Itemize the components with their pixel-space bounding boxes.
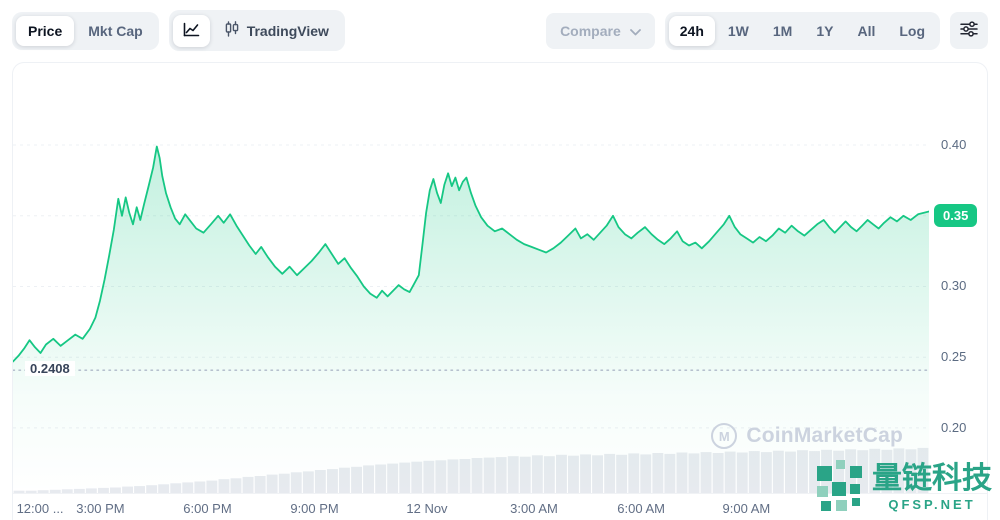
qr-watermark-icon	[817, 459, 863, 516]
y-axis-label: 0.25	[941, 349, 967, 365]
y-axis-label: 0.20	[941, 419, 967, 435]
candlestick-icon	[224, 21, 240, 40]
chart-toolbar: Price Mkt Cap TradingView	[0, 0, 1000, 57]
range-1m-button[interactable]: 1M	[762, 16, 803, 46]
price-chart-plot[interactable]: M CoinMarketCap 0.2408	[13, 63, 929, 493]
chart-settings-button[interactable]	[950, 12, 988, 49]
mktcap-tab[interactable]: Mkt Cap	[76, 16, 154, 46]
tradingview-chart-button[interactable]: TradingView	[212, 14, 341, 47]
x-axis-label: 6:00 AM	[617, 501, 665, 516]
chart-type-switch: TradingView	[168, 10, 345, 51]
sliders-icon	[960, 21, 978, 40]
x-axis-label: 9:00 PM	[290, 501, 339, 516]
brand-name: 量链科技	[872, 462, 992, 496]
x-axis-label: 12 Nov	[406, 501, 448, 516]
line-chart-type-button[interactable]	[172, 14, 210, 47]
chart-row: M CoinMarketCap 0.2408 0.40 0.35 0.30 0.25 0…	[13, 63, 987, 493]
y-axis: 0.400.350.300.250.200.35	[929, 63, 987, 493]
range-1y-button[interactable]: 1Y	[805, 16, 844, 46]
chevron-down-icon	[629, 23, 641, 39]
price-chart-card: M CoinMarketCap 0.2408 0.40 0.35 0.30 0.25 0…	[12, 62, 988, 520]
x-axis: 12:00 ... 3:00 PM 6:00 PM 9:00 PM 12 Nov 3:00…	[13, 493, 987, 520]
tradingview-label: TradingView	[246, 22, 329, 39]
x-axis-label: 3:00 PM	[76, 501, 125, 516]
time-range-switch: 24h 1W 1M 1Y All Log	[664, 11, 940, 50]
compare-button[interactable]: Compare	[546, 12, 655, 49]
price-tab[interactable]: Price	[16, 15, 75, 46]
mktcap-tab-label: Mkt Cap	[88, 22, 143, 39]
brand-watermark: 量链科技 QFSP.NET	[817, 459, 992, 516]
range-all-button[interactable]: All	[846, 16, 886, 46]
range-24h-button[interactable]: 24h	[668, 15, 715, 46]
current-price-badge: 0.35	[934, 203, 978, 228]
price-area-chart[interactable]	[13, 63, 929, 493]
price-mktcap-switch: Price Mkt Cap	[12, 11, 159, 50]
x-axis-label: 3:00 AM	[510, 501, 558, 516]
line-chart-icon	[183, 22, 200, 40]
brand-site: QFSP.NET	[888, 496, 976, 512]
low-price-label: 0.2408	[25, 361, 75, 377]
price-tab-label: Price	[28, 22, 63, 39]
x-axis-label: 6:00 PM	[183, 501, 232, 516]
x-axis-label: 12:00 ...	[16, 501, 64, 516]
x-axis-label: 9:00 AM	[722, 501, 771, 516]
range-1w-button[interactable]: 1W	[717, 16, 760, 46]
y-axis-label: 0.30	[941, 278, 967, 294]
compare-label: Compare	[560, 22, 621, 39]
range-log-button[interactable]: Log	[888, 16, 936, 46]
y-axis-label: 0.40	[941, 137, 967, 153]
